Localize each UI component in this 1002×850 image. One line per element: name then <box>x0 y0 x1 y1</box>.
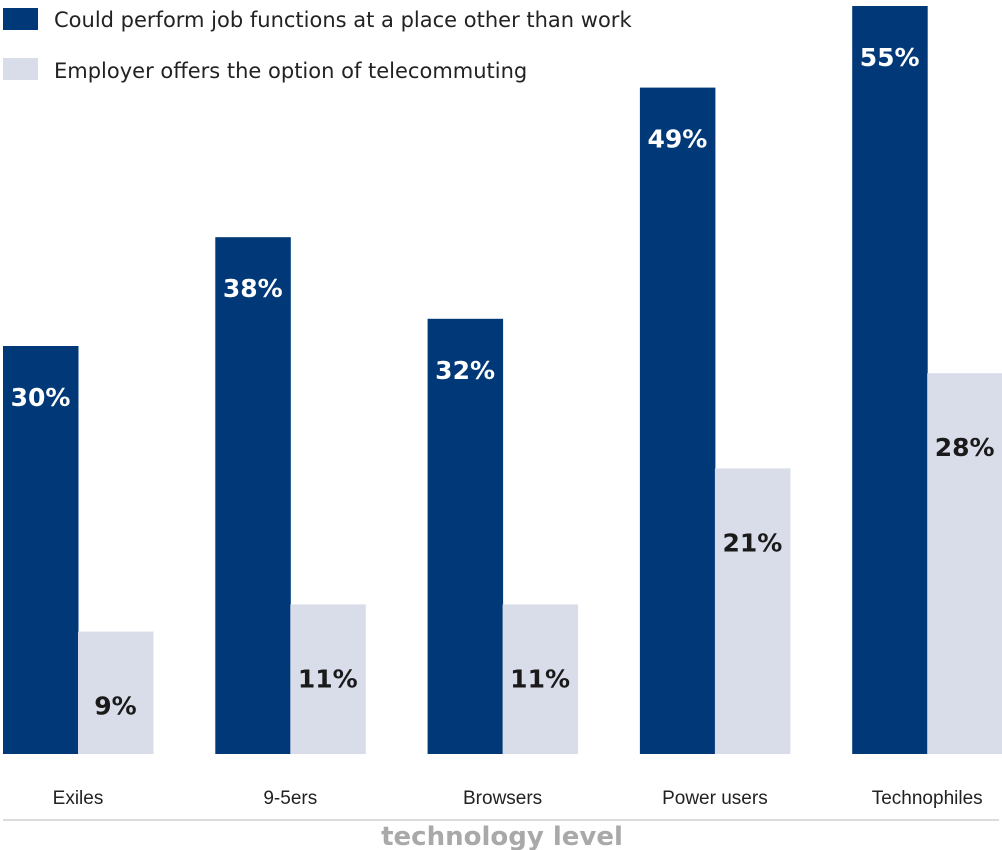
value-label-9-5ers-series-1: 38% <box>223 274 283 303</box>
x-axis-title: technology level <box>381 822 623 850</box>
bar-technophiles-series-2 <box>927 373 1002 754</box>
value-label-power-users-series-2: 21% <box>722 528 782 557</box>
legend: Could perform job functions at a place o… <box>3 8 632 83</box>
category-labels-group: Exiles 9-5ers Browsers Power users Technophi… <box>53 788 983 809</box>
bars-group <box>3 6 1002 755</box>
bar-browsers-series-1 <box>427 318 504 754</box>
bar-9-5ers-series-1 <box>215 237 291 754</box>
bar-9-5ers-series-2 <box>290 604 366 754</box>
bar-power-users-series-1 <box>639 87 716 755</box>
value-label-technophiles-series-2: 28% <box>935 433 995 462</box>
bar-power-users-series-2 <box>714 468 791 754</box>
legend-label-telecommuting: Employer offers the option of telecommut… <box>54 59 527 83</box>
category-label-power-users: Power users <box>662 788 768 809</box>
bar-exiles-series-1 <box>3 346 79 754</box>
legend-label-could-perform: Could perform job functions at a place o… <box>54 8 632 32</box>
value-label-exiles-series-2: 9% <box>94 692 136 721</box>
value-label-power-users-series-1: 49% <box>647 125 707 154</box>
bar-browsers-series-2 <box>502 604 579 754</box>
value-label-exiles-series-1: 30% <box>11 383 71 412</box>
category-label-9-5ers: 9-5ers <box>263 788 317 809</box>
bar-exiles-series-2 <box>78 631 154 754</box>
category-label-browsers: Browsers <box>463 788 542 809</box>
value-label-technophiles-series-1: 55% <box>860 43 920 72</box>
legend-swatch-could-perform <box>3 8 38 30</box>
category-label-technophiles: Technophiles <box>872 788 983 809</box>
value-label-9-5ers-series-2: 11% <box>298 664 358 693</box>
value-label-browsers-series-1: 32% <box>435 356 495 385</box>
value-labels-group: 30% 9% 38% 11% 32% 11% 49% 21% 55% 28% <box>11 43 995 721</box>
bar-technophiles-series-1 <box>852 6 928 754</box>
legend-swatch-telecommuting <box>3 58 38 80</box>
category-label-exiles: Exiles <box>53 788 104 809</box>
value-label-browsers-series-2: 11% <box>510 664 570 693</box>
